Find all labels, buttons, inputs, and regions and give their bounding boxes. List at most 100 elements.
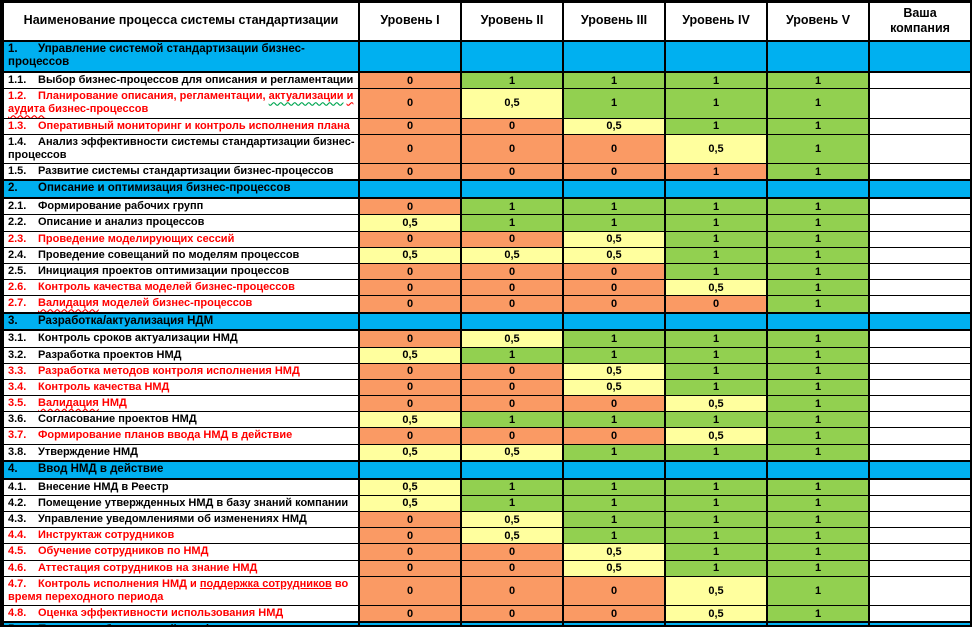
- company-score-input-cell[interactable]: [868, 494, 970, 512]
- row-title: Валидация моделей бизнес-процессов: [38, 297, 253, 310]
- level-2-score-cell: 0,5: [460, 246, 564, 264]
- level-5-score-cell: 1: [766, 163, 870, 181]
- company-score-input-cell[interactable]: [868, 443, 970, 462]
- process-row: 3.8. Утверждение НМД 0,5 0,5 1 1 1: [2, 443, 970, 462]
- section-level-cell: [664, 311, 768, 332]
- company-score-input-cell[interactable]: [868, 395, 970, 413]
- company-score-input-cell[interactable]: [868, 88, 970, 119]
- level-2-score-cell: 0,5: [460, 510, 564, 529]
- company-score-input-cell[interactable]: [868, 510, 970, 529]
- company-score-input-cell[interactable]: [868, 279, 970, 297]
- level-4-score-cell: 1: [664, 543, 768, 561]
- level-2-score-cell: 0,5: [460, 443, 564, 462]
- process-name-cell: 2.6. Контроль качества моделей бизнес-про…: [2, 279, 360, 297]
- level-4-score-cell: 1: [664, 71, 768, 90]
- company-score-input-cell[interactable]: [868, 197, 970, 216]
- level-4-score-cell: 1: [664, 527, 768, 545]
- company-score-input-cell[interactable]: [868, 295, 970, 314]
- company-score-input-cell[interactable]: [868, 230, 970, 248]
- process-name-cell: 3.3. Разработка методов контроля исполнен…: [2, 362, 360, 380]
- level-5-score-cell: 1: [766, 117, 870, 135]
- row-title: Разработка/актуализация НДМ: [38, 314, 214, 327]
- process-row: 1.5. Развитие системы стандартизации бизн…: [2, 163, 970, 181]
- level-3-score-cell: 0: [562, 133, 666, 165]
- level-5-score-cell: 1: [766, 346, 870, 364]
- process-name-cell: 1.3. Оперативный мониторинг и контроль ис…: [2, 117, 360, 135]
- section-header-row: 2. Описание и оптимизация бизнес-процессо…: [2, 179, 970, 200]
- company-score-input-cell[interactable]: [868, 133, 970, 165]
- company-score-input-cell[interactable]: [868, 478, 970, 496]
- section-level-cell: [460, 39, 564, 74]
- level-1-score-cell: 0: [358, 543, 462, 561]
- section-level-cell: [766, 311, 870, 332]
- row-title: Инструктаж сотрудников: [38, 529, 175, 542]
- row-title: Описание и оптимизация бизнес-процессов: [38, 182, 291, 195]
- row-number: 4.8.: [8, 607, 27, 620]
- row-number: 3.: [8, 314, 18, 327]
- row-number: 2.6.: [8, 281, 27, 294]
- level-2-score-cell: 0: [460, 395, 564, 413]
- level-1-score-cell: 0: [358, 527, 462, 545]
- level-3-score-cell: 1: [562, 527, 666, 545]
- row-number: 3.3.: [8, 364, 27, 377]
- process-row: 4.8. Оценка эффективности использования Н…: [2, 605, 970, 623]
- level-5-score-cell: 1: [766, 605, 870, 623]
- company-score-input-cell[interactable]: [868, 71, 970, 90]
- company-score-input-cell[interactable]: [868, 543, 970, 561]
- process-name-cell: 4.3. Управление уведомлениями об изменени…: [2, 510, 360, 529]
- level-2-score-cell: 0,5: [460, 527, 564, 545]
- level-5-score-cell: 1: [766, 427, 870, 445]
- level-1-score-cell: 0: [358, 71, 462, 90]
- company-score-input-cell[interactable]: [868, 163, 970, 181]
- company-score-input-cell[interactable]: [868, 262, 970, 281]
- company-score-input-cell[interactable]: [868, 427, 970, 445]
- level-3-score-cell: 0,5: [562, 362, 666, 380]
- company-score-input-cell[interactable]: [868, 246, 970, 264]
- level-1-score-cell: 0: [358, 329, 462, 348]
- company-score-input-cell[interactable]: [868, 575, 970, 607]
- level-3-score-cell: 0: [562, 279, 666, 297]
- level-5-score-cell: 1: [766, 362, 870, 380]
- section-header-row: 5.Поддержка базы знаний и web-портала: [2, 621, 970, 625]
- level-4-score-cell: 1: [664, 411, 768, 429]
- level-2-score-cell: 0: [460, 279, 564, 297]
- row-title: Обучение сотрудников по НМД: [38, 545, 209, 558]
- process-row: 4.7. Контроль исполнения НМД и поддержка …: [2, 575, 970, 607]
- process-row: 4.4. Инструктаж сотрудников 0 0,5 1 1 1: [2, 527, 970, 545]
- level-2-score-cell: 0: [460, 575, 564, 607]
- level-4-score-cell: 1: [664, 88, 768, 119]
- company-score-input-cell[interactable]: [868, 214, 970, 232]
- process-name-cell: 1.5. Развитие системы стандартизации бизн…: [2, 163, 360, 181]
- company-score-input-cell[interactable]: [868, 117, 970, 135]
- level-5-score-cell: 1: [766, 478, 870, 496]
- row-title: Разработка методов контроля исполнения Н…: [38, 364, 300, 377]
- company-score-input-cell[interactable]: [868, 362, 970, 380]
- row-number: 2.4.: [8, 248, 27, 261]
- company-score-input-cell[interactable]: [868, 329, 970, 348]
- company-score-input-cell[interactable]: [868, 411, 970, 429]
- section-company-cell: [868, 459, 970, 480]
- process-row: 2.2. Описание и анализ процессов 0,5 1 1 1 1: [2, 214, 970, 232]
- row-number: 3.2.: [8, 348, 27, 361]
- level-5-score-cell: 1: [766, 230, 870, 248]
- company-score-input-cell[interactable]: [868, 605, 970, 623]
- company-score-input-cell[interactable]: [868, 346, 970, 364]
- process-name-cell: 4.6. Аттестация сотрудников на знание НМД: [2, 559, 360, 577]
- level-3-score-cell: 0: [562, 163, 666, 181]
- level-3-score-cell: 0: [562, 605, 666, 623]
- level-1-score-cell: 0,5: [358, 411, 462, 429]
- company-score-input-cell[interactable]: [868, 527, 970, 545]
- row-number: 4.: [8, 462, 18, 475]
- company-score-input-cell[interactable]: [868, 559, 970, 577]
- level-4-score-cell: 1: [664, 246, 768, 264]
- level-2-score-cell: 1: [460, 411, 564, 429]
- level-1-score-cell: 0: [358, 197, 462, 216]
- process-name-cell: 1.2. Планирование описания, регламентации…: [2, 88, 360, 119]
- level-4-score-cell: 1: [664, 443, 768, 462]
- level-4-score-cell: 1: [664, 478, 768, 496]
- process-row: 3.2. Разработка проектов НМД 0,5 1 1 1 1: [2, 346, 970, 364]
- level-1-score-cell: 0: [358, 295, 462, 314]
- row-number: 1.5.: [8, 165, 27, 178]
- company-score-input-cell[interactable]: [868, 378, 970, 397]
- level-5-score-cell: 1: [766, 88, 870, 119]
